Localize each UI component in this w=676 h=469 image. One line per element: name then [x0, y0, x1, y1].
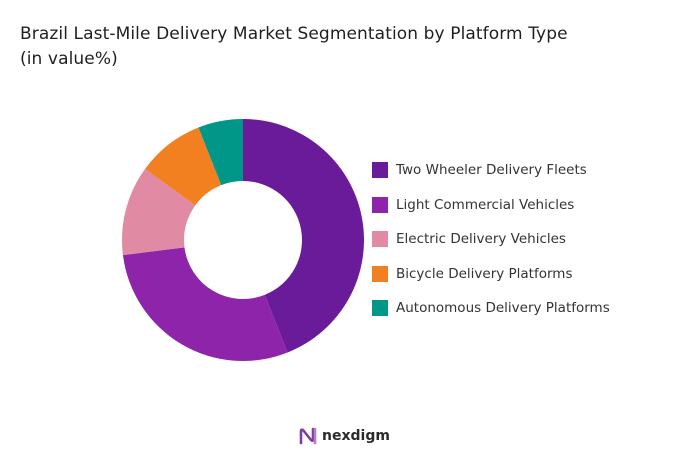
- legend-label: Two Wheeler Delivery Fleets: [396, 162, 587, 178]
- legend-item-two-wheeler-delivery-fleets: Two Wheeler Delivery Fleets: [372, 160, 672, 180]
- donut-slice-electric-delivery-vehicles: [122, 168, 196, 256]
- legend-swatch: [372, 162, 388, 178]
- legend-label: Autonomous Delivery Platforms: [396, 300, 610, 316]
- legend-label: Electric Delivery Vehicles: [396, 231, 566, 247]
- donut-slice-two-wheeler-delivery-fleets: [243, 119, 365, 353]
- legend-item-autonomous-delivery-platforms: Autonomous Delivery Platforms: [372, 298, 672, 318]
- chart-title: Brazil Last-Mile Delivery Market Segment…: [20, 22, 660, 72]
- nexdigm-logo: nexdigm: [298, 426, 390, 446]
- donut-slice-bicycle-delivery-platforms: [145, 127, 222, 206]
- legend-item-bicycle-delivery-platforms: Bicycle Delivery Platforms: [372, 264, 672, 284]
- nexdigm-logo-icon: [299, 427, 317, 445]
- legend-swatch: [372, 300, 388, 316]
- legend-item-electric-delivery-vehicles: Electric Delivery Vehicles: [372, 229, 672, 249]
- donut-slice-light-commercial-vehicles: [122, 247, 288, 361]
- chart-title-line-1: Brazil Last-Mile Delivery Market Segment…: [20, 24, 568, 44]
- legend-swatch: [372, 196, 388, 213]
- chart-legend: Two Wheeler Delivery Fleets Light Commerc…: [372, 160, 672, 333]
- legend-item-light-commercial-vehicles: Light Commercial Vehicles: [372, 195, 672, 215]
- legend-label: Bicycle Delivery Platforms: [396, 265, 573, 282]
- legend-swatch: [372, 265, 388, 282]
- chart-title-line-2: (in value%): [20, 49, 118, 69]
- logo-text: nexdigm: [322, 428, 390, 444]
- legend-swatch: [372, 231, 388, 247]
- legend-label: Light Commercial Vehicles: [396, 196, 575, 213]
- donut-slice-autonomous-delivery-platforms: [198, 119, 243, 186]
- donut-slices: [122, 119, 365, 361]
